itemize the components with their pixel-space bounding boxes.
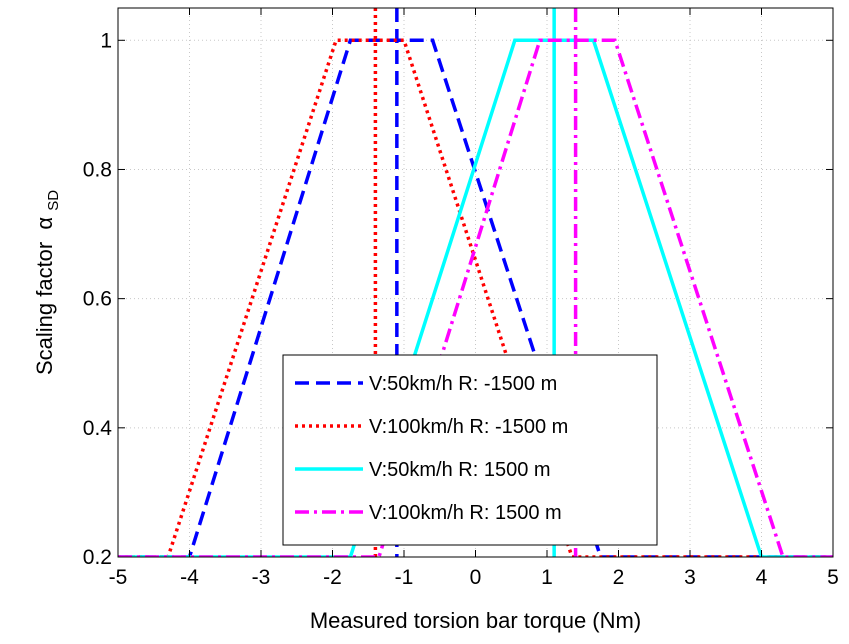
- y-tick-label: 0.8: [83, 158, 112, 181]
- legend-item: V:50km/h R: 1500 m: [295, 459, 551, 481]
- legend-label: V:100km/h R: -1500 m: [369, 416, 568, 438]
- series-4: [118, 8, 833, 557]
- y-axis-label-text: Scaling factor: [32, 242, 57, 375]
- x-tick-label: 0: [470, 566, 482, 589]
- y-axis-label-symbol: α: [32, 217, 57, 230]
- legend: V:50km/h R: -1500 m V:100km/h R: -1500 m V…: [282, 354, 658, 546]
- x-tick-label: -2: [323, 566, 342, 589]
- series-line: [118, 38, 833, 557]
- y-tick-label: 0.4: [83, 417, 113, 440]
- x-tick-label: 1: [541, 566, 553, 589]
- x-tick-label: 4: [756, 566, 768, 589]
- legend-item: V:50km/h R: -1500 m: [295, 373, 557, 395]
- series-line: [118, 38, 833, 557]
- y-tick-label: 0.2: [83, 546, 112, 569]
- y-tick-labels: 0.2 0.4 0.6 0.8 1: [83, 29, 113, 569]
- y-axis-label-subscript: SD: [45, 190, 62, 211]
- x-tick-label: 2: [613, 566, 625, 589]
- x-tick-label: -1: [395, 566, 414, 589]
- series-1: [118, 8, 833, 557]
- legend-label: V:100km/h R: 1500 m: [369, 502, 562, 524]
- y-tick-label: 1: [100, 29, 112, 52]
- x-tick-label: -3: [252, 566, 271, 589]
- tick-marks: [117, 8, 834, 558]
- x-tick-labels: -5 -4 -3 -2 -1 0 1 2 3 4 5: [109, 566, 839, 589]
- x-tick-label: -5: [109, 566, 128, 589]
- legend-box: [282, 354, 658, 546]
- y-axis-label: Scaling factor α SD: [32, 190, 62, 375]
- x-tick-label: 3: [684, 566, 696, 589]
- x-axis-label: Measured torsion bar torque (Nm): [310, 608, 641, 633]
- legend-label: V:50km/h R: -1500 m: [369, 373, 557, 395]
- y-tick-label: 0.6: [83, 288, 112, 311]
- legend-item: V:100km/h R: -1500 m: [295, 416, 568, 438]
- legend-label: V:50km/h R: 1500 m: [369, 459, 551, 481]
- x-tick-label: 5: [827, 566, 839, 589]
- x-tick-label: -4: [180, 566, 199, 589]
- legend-item: V:100km/h R: 1500 m: [295, 502, 562, 524]
